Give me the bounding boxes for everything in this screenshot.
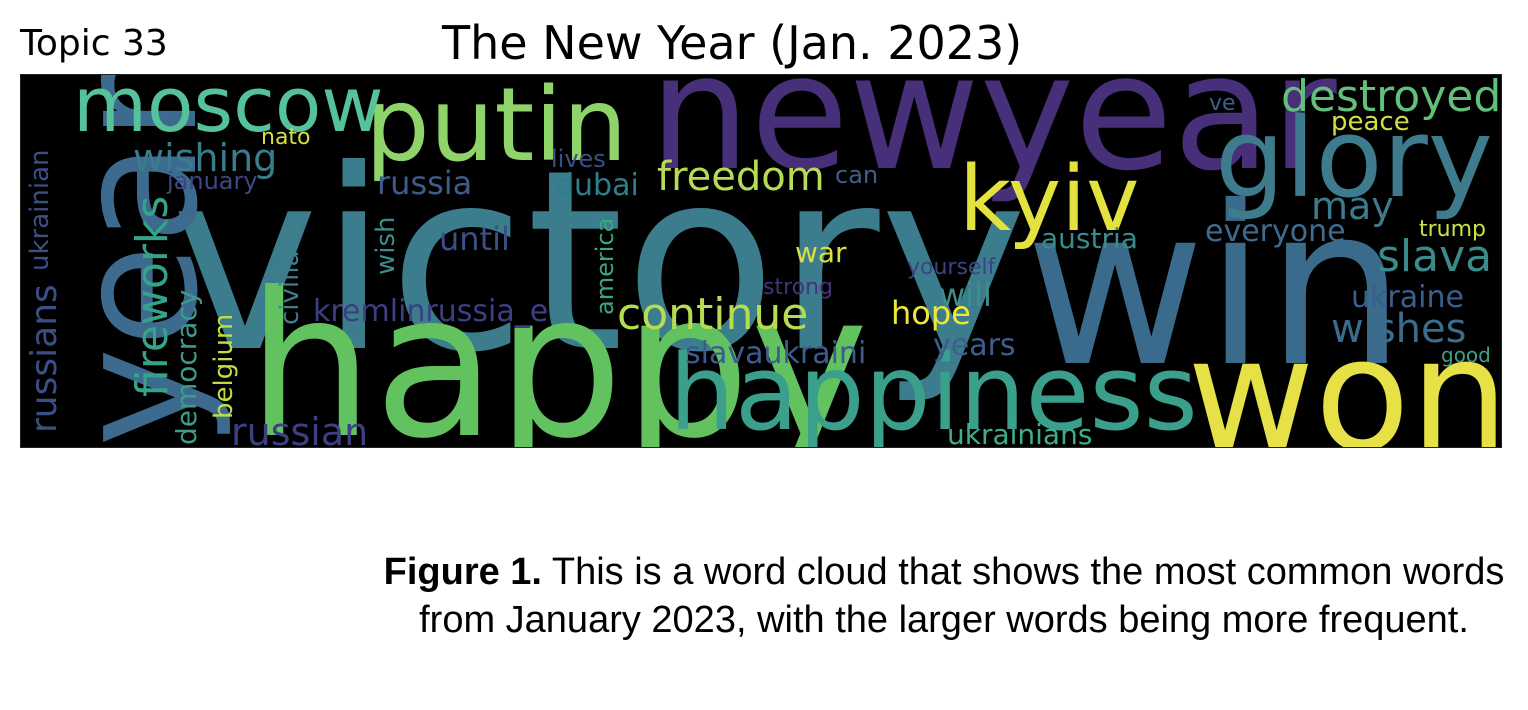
word-years: years [933, 328, 1016, 363]
word-happy: happy [247, 250, 869, 448]
word-slavaukraini: slavaukraini [685, 336, 867, 371]
word-civilians: civilians [275, 220, 305, 325]
word-trump: trump [1419, 217, 1487, 242]
word-russians: russians [24, 284, 65, 433]
word-austria: austria [1041, 222, 1138, 255]
word-happiness: happiness [669, 332, 1198, 448]
word-democracy: democracy [170, 289, 203, 445]
word-victory: victory [171, 116, 1028, 407]
word-nato: nato [261, 125, 311, 150]
word-wishes: wishes [1331, 306, 1467, 352]
figure-caption-label: Figure 1. [383, 551, 542, 593]
word-glory: glory [1215, 94, 1494, 222]
figure-caption: Figure 1. This is a word cloud that show… [374, 548, 1514, 644]
word-hope: hope [891, 294, 971, 332]
word-freedom: freedom [657, 154, 825, 200]
word-strong: strong [763, 275, 834, 300]
word-ukrainians: ukrainians [947, 418, 1093, 448]
word-lives: lives [551, 145, 606, 173]
word-ukraine: ukraine [1351, 280, 1464, 315]
word-russia: russia [377, 164, 473, 202]
word-belgium: belgium [209, 313, 239, 419]
word-moscow: moscow [73, 74, 384, 149]
word-dubai: dubai [555, 168, 639, 203]
word-ve: ve [1209, 91, 1236, 116]
word-newyear: newyear [649, 74, 1337, 206]
word-may: may [1311, 184, 1394, 228]
topic-label: Topic 33 [20, 23, 168, 64]
word-america: america [591, 217, 619, 315]
word-peace: peace [1331, 107, 1410, 137]
word-continue: continue [617, 289, 809, 340]
word-wishing: wishing [133, 136, 278, 180]
word-january: january [167, 167, 258, 195]
word-won: won [1187, 304, 1502, 448]
word-kremlinrussia_e: kremlinrussia_e [313, 294, 549, 329]
word-until: until [439, 220, 510, 258]
word-ukrainian: ukrainian [25, 149, 55, 272]
word-cloud-title: The New Year (Jan. 2023) [442, 16, 1023, 70]
word-russian: russian [231, 410, 369, 448]
word-can: can [835, 161, 879, 189]
word-kyiv: kyiv [959, 147, 1140, 252]
word-destroyed: destroyed [1281, 74, 1502, 122]
word-win: win [1025, 159, 1406, 415]
word-fireworks: fireworks [127, 195, 178, 397]
word-putin: putin [365, 74, 628, 185]
word-cloud: victory newyear happy win year won happi… [20, 74, 1502, 448]
word-slava: slava [1377, 231, 1493, 282]
figure-caption-text: This is a word cloud that shows the most… [419, 551, 1505, 641]
word-wish: wish [371, 216, 401, 275]
word-good: good [1441, 343, 1491, 367]
word-war: war [795, 236, 847, 269]
word-will: will [939, 276, 992, 314]
word-everyone: everyone [1205, 214, 1346, 249]
word-yourself: yourself [907, 255, 996, 280]
